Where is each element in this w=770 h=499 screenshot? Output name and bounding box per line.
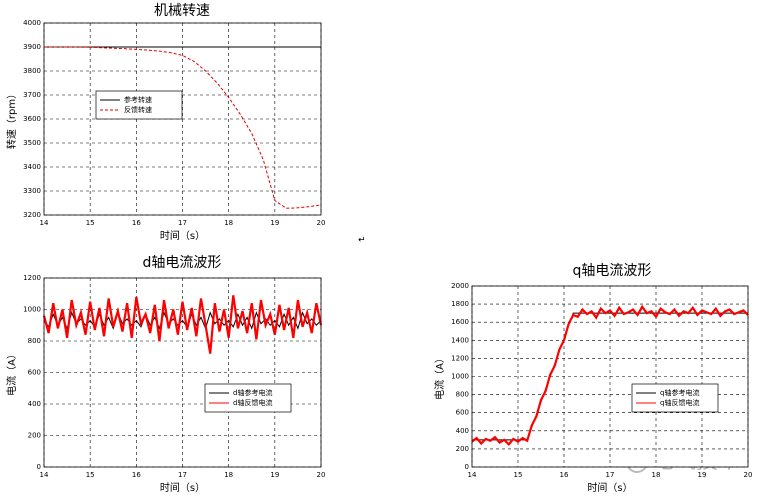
y-axis-label: 转速（rpm） bbox=[5, 89, 18, 149]
plot-frame bbox=[43, 22, 322, 216]
x-tick-label: 15 bbox=[86, 219, 95, 227]
y-tick-label: 600 bbox=[28, 369, 41, 377]
y-tick-label: 3700 bbox=[23, 91, 41, 99]
plot-frame bbox=[43, 277, 322, 468]
y-tick-label: 1800 bbox=[451, 300, 469, 308]
y-tick-label: 3900 bbox=[23, 43, 41, 51]
x-tick-label: 19 bbox=[698, 471, 707, 479]
x-tick-label: 20 bbox=[317, 471, 326, 479]
x-tick-label: 20 bbox=[744, 471, 753, 479]
y-tick-label: 800 bbox=[456, 391, 469, 399]
legend-label: 参考转速 bbox=[124, 95, 152, 104]
y-tick-label: 600 bbox=[456, 409, 469, 417]
y-tick-label: 1200 bbox=[451, 354, 469, 362]
x-axis-label: 时间（s） bbox=[160, 229, 205, 242]
x-tick-label: 14 bbox=[40, 219, 49, 227]
x-tick-label: 19 bbox=[270, 471, 279, 479]
x-tick-label: 17 bbox=[606, 471, 615, 479]
series-line bbox=[43, 311, 322, 330]
x-tick-label: 15 bbox=[86, 471, 95, 479]
x-tick-label: 16 bbox=[132, 471, 141, 479]
y-axis-label: 电流（A） bbox=[433, 353, 446, 400]
y-tick-label: 3200 bbox=[23, 211, 41, 219]
y-tick-label: 3300 bbox=[23, 187, 41, 195]
x-tick-label: 14 bbox=[40, 471, 49, 479]
y-tick-label: 3400 bbox=[23, 163, 41, 171]
x-axis-label: 时间（s） bbox=[587, 481, 632, 494]
legend-box bbox=[95, 90, 183, 120]
y-tick-label: 1400 bbox=[451, 336, 469, 344]
paragraph-mark: ↵ bbox=[358, 236, 366, 246]
y-tick-label: 2000 bbox=[451, 282, 469, 290]
x-axis-label: 时间（s） bbox=[160, 481, 205, 494]
chart-title: d轴电流波形 bbox=[143, 255, 222, 271]
x-tick-label: 17 bbox=[178, 471, 187, 479]
y-tick-label: 200 bbox=[456, 445, 469, 453]
y-tick-label: 3600 bbox=[23, 115, 41, 123]
x-tick-label: 14 bbox=[468, 471, 477, 479]
y-tick-label: 1000 bbox=[451, 373, 469, 381]
x-tick-label: 18 bbox=[224, 219, 233, 227]
legend-label: 反馈转速 bbox=[124, 105, 152, 114]
chart-title: 机械转速 bbox=[154, 3, 210, 19]
series-line bbox=[44, 46, 322, 209]
x-tick-label: 17 bbox=[178, 219, 187, 227]
legend-label: q轴参考电流 bbox=[660, 388, 699, 397]
plot-frame bbox=[471, 285, 749, 468]
series-line bbox=[472, 312, 748, 441]
y-tick-label: 1200 bbox=[23, 274, 41, 282]
y-axis-label: 电流（A） bbox=[5, 349, 18, 396]
y-tick-label: 4000 bbox=[23, 19, 41, 27]
legend-label: d轴参考电流 bbox=[233, 388, 272, 397]
legend-label: q轴反馈电流 bbox=[660, 398, 699, 407]
x-tick-label: 16 bbox=[560, 471, 569, 479]
series-line bbox=[471, 304, 749, 446]
series-line bbox=[42, 295, 323, 354]
legend-label: d轴反馈电流 bbox=[233, 398, 272, 407]
y-tick-label: 400 bbox=[456, 427, 469, 435]
x-tick-label: 18 bbox=[224, 471, 233, 479]
y-tick-label: 200 bbox=[28, 432, 41, 440]
legend-box bbox=[204, 383, 292, 413]
y-tick-label: 400 bbox=[28, 400, 41, 408]
y-tick-label: 3800 bbox=[23, 67, 41, 75]
y-tick-label: 1600 bbox=[451, 318, 469, 326]
x-tick-label: 19 bbox=[270, 219, 279, 227]
y-tick-label: 800 bbox=[28, 337, 41, 345]
y-tick-label: 0 bbox=[465, 463, 469, 471]
x-tick-label: 20 bbox=[317, 219, 326, 227]
y-tick-label: 1000 bbox=[23, 306, 41, 314]
y-tick-label: 0 bbox=[37, 463, 41, 471]
x-tick-label: 18 bbox=[652, 471, 661, 479]
x-tick-label: 16 bbox=[132, 219, 141, 227]
legend-box bbox=[631, 383, 719, 413]
y-tick-label: 3500 bbox=[23, 139, 41, 147]
x-tick-label: 15 bbox=[514, 471, 523, 479]
chart-title: q轴电流波形 bbox=[573, 263, 652, 279]
